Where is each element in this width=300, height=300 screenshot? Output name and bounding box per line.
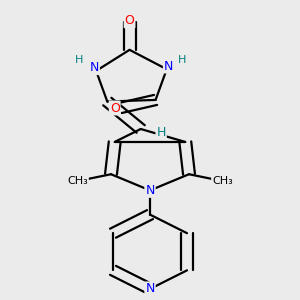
Text: H: H [75,55,84,64]
Text: N: N [90,61,99,74]
Text: N: N [164,59,173,73]
Text: CH₃: CH₃ [212,176,233,186]
Text: H: H [177,55,186,64]
Text: N: N [145,282,155,296]
Text: N: N [145,184,155,197]
Text: H: H [157,126,166,139]
Text: O: O [110,101,120,115]
Text: CH₃: CH₃ [67,176,88,186]
Text: O: O [124,14,134,27]
